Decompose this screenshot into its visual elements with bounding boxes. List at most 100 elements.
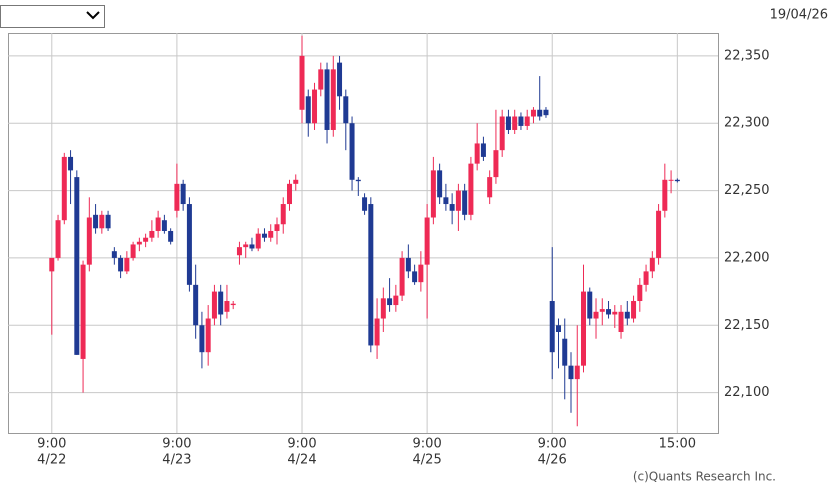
candle-body [236, 247, 242, 256]
candle-body [549, 301, 555, 353]
candle-body [405, 257, 411, 272]
candle-body [493, 150, 499, 178]
candle-body [49, 257, 55, 272]
candle-body [524, 116, 530, 126]
candle-body [124, 257, 130, 272]
x-tick-label: 9:00 [538, 437, 567, 452]
candle-body [186, 204, 192, 285]
dropdown-chevron [86, 11, 100, 20]
candle-body [618, 311, 624, 332]
candle-body [68, 156, 74, 171]
x-tick-date: 4/25 [413, 453, 442, 468]
candle-body [418, 264, 424, 283]
candle-body [530, 109, 536, 117]
y-tick-label: 22,350 [724, 48, 770, 63]
candle-body [111, 251, 117, 258]
plot: 22,100 22,150 22,200 22,250 22,300 22,350 9:00… [8, 33, 770, 468]
y-tick-label: 22,100 [724, 385, 770, 400]
candle-body [537, 109, 543, 117]
candle-body [324, 69, 330, 130]
candle-body [261, 233, 267, 238]
copyright: (c)Quants Research Inc. [633, 470, 776, 484]
x-tick-date: 4/24 [287, 453, 316, 468]
y-tick-label: 22,250 [724, 183, 770, 198]
candle-body [424, 217, 430, 265]
candle-body [99, 214, 105, 229]
candle-body [299, 55, 305, 110]
candle-body [437, 170, 443, 198]
candle-body [286, 183, 292, 205]
candle-body [380, 298, 386, 319]
period-dropdown[interactable] [0, 5, 105, 28]
candle-body [224, 301, 230, 312]
candle-body [499, 116, 505, 151]
candle-body [474, 143, 480, 164]
x-tick-date: 4/26 [538, 453, 567, 468]
candle-body [412, 271, 418, 283]
candle-body [268, 230, 274, 238]
candle-body [255, 233, 261, 249]
candle-body [568, 365, 574, 380]
candle-body [555, 325, 561, 332]
candle-body [318, 69, 324, 90]
candle-body [230, 303, 236, 306]
candle-body [55, 220, 61, 258]
candle-body [624, 311, 630, 319]
candle-body [455, 190, 461, 211]
candle-body [155, 217, 161, 231]
candle-body [243, 244, 249, 248]
candle-body [662, 179, 668, 211]
candle-body [211, 291, 217, 319]
candle-body [249, 244, 255, 249]
candle-body [656, 210, 662, 258]
x-tick-label: 9:00 [413, 437, 442, 452]
candle-body [274, 224, 280, 231]
candle-body [505, 116, 511, 130]
candle-body [312, 89, 318, 124]
y-tick-label: 22,300 [724, 116, 770, 131]
x-tick-label: 9:00 [37, 437, 66, 452]
candle-body [337, 62, 343, 97]
candle-body [161, 220, 167, 231]
dropdown-box[interactable] [0, 5, 105, 28]
candle-body [180, 183, 186, 205]
candle-body [468, 163, 474, 215]
x-tick-label: 15:00 [659, 437, 696, 452]
candle-body [637, 284, 643, 302]
candle-body [93, 214, 99, 229]
candle-body [374, 318, 380, 346]
candle-body [343, 96, 349, 124]
candle-body [368, 204, 374, 346]
plot-frame [8, 33, 719, 434]
candle-body [168, 230, 174, 242]
candle-body [174, 183, 180, 211]
candle-body [330, 69, 336, 130]
candle-body [487, 177, 493, 198]
y-tick-label: 22,150 [724, 318, 770, 333]
candle-body [362, 197, 368, 211]
candle-body [280, 204, 286, 225]
candle-body [480, 143, 486, 157]
candle-body [193, 284, 199, 326]
candle-body [643, 271, 649, 285]
candle-body [349, 123, 355, 180]
candle-body [543, 109, 549, 116]
candle-body [355, 179, 361, 182]
candle-body [599, 309, 605, 312]
candle-body [430, 170, 436, 218]
candle-body [612, 311, 618, 315]
candle-body [518, 116, 524, 126]
candle-body [218, 291, 224, 315]
candle-body [399, 257, 405, 296]
candle-body [61, 156, 67, 221]
candle-body [199, 325, 205, 353]
candle-body [606, 309, 612, 315]
x-tick-label: 9:00 [162, 437, 191, 452]
candle-body [86, 217, 92, 265]
x-tick-date: 4/22 [37, 453, 66, 468]
candle-body [631, 301, 637, 319]
candle-body [581, 291, 587, 366]
candle-body [587, 291, 593, 319]
candle-body [512, 116, 518, 130]
candle-body [118, 257, 124, 272]
